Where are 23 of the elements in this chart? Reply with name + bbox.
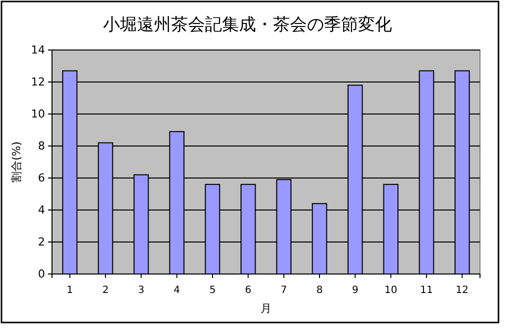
y-tick-label: 12: [31, 76, 45, 89]
x-tick-label: 3: [138, 285, 144, 296]
x-tick-label: 12: [456, 285, 469, 296]
x-axis-title: 月: [260, 302, 272, 315]
x-tick-label: 9: [352, 285, 358, 296]
y-tick-label: 4: [38, 204, 45, 217]
y-axis-title: 割合(%): [10, 141, 23, 183]
y-tick-label: 10: [31, 108, 45, 121]
x-tick-label: 11: [420, 285, 433, 296]
y-tick-label: 2: [38, 236, 45, 249]
x-tick-label: 4: [174, 285, 180, 296]
x-tick-label: 2: [102, 285, 109, 296]
y-tick-label: 14: [31, 44, 45, 57]
x-tick-label: 6: [244, 285, 252, 296]
x-tick-label: 8: [316, 285, 323, 296]
x-tick-label: 7: [280, 285, 288, 296]
x-tick-label: 5: [209, 285, 216, 296]
y-tick-label: 8: [38, 140, 45, 153]
y-tick-label: 0: [38, 268, 45, 281]
x-tick-label: 10: [384, 285, 398, 296]
y-tick-label: 6: [38, 172, 45, 185]
x-tick-label: 1: [66, 285, 74, 296]
chart-title: 小堀遠州茶会記集成・茶会の季節変化: [103, 15, 392, 35]
